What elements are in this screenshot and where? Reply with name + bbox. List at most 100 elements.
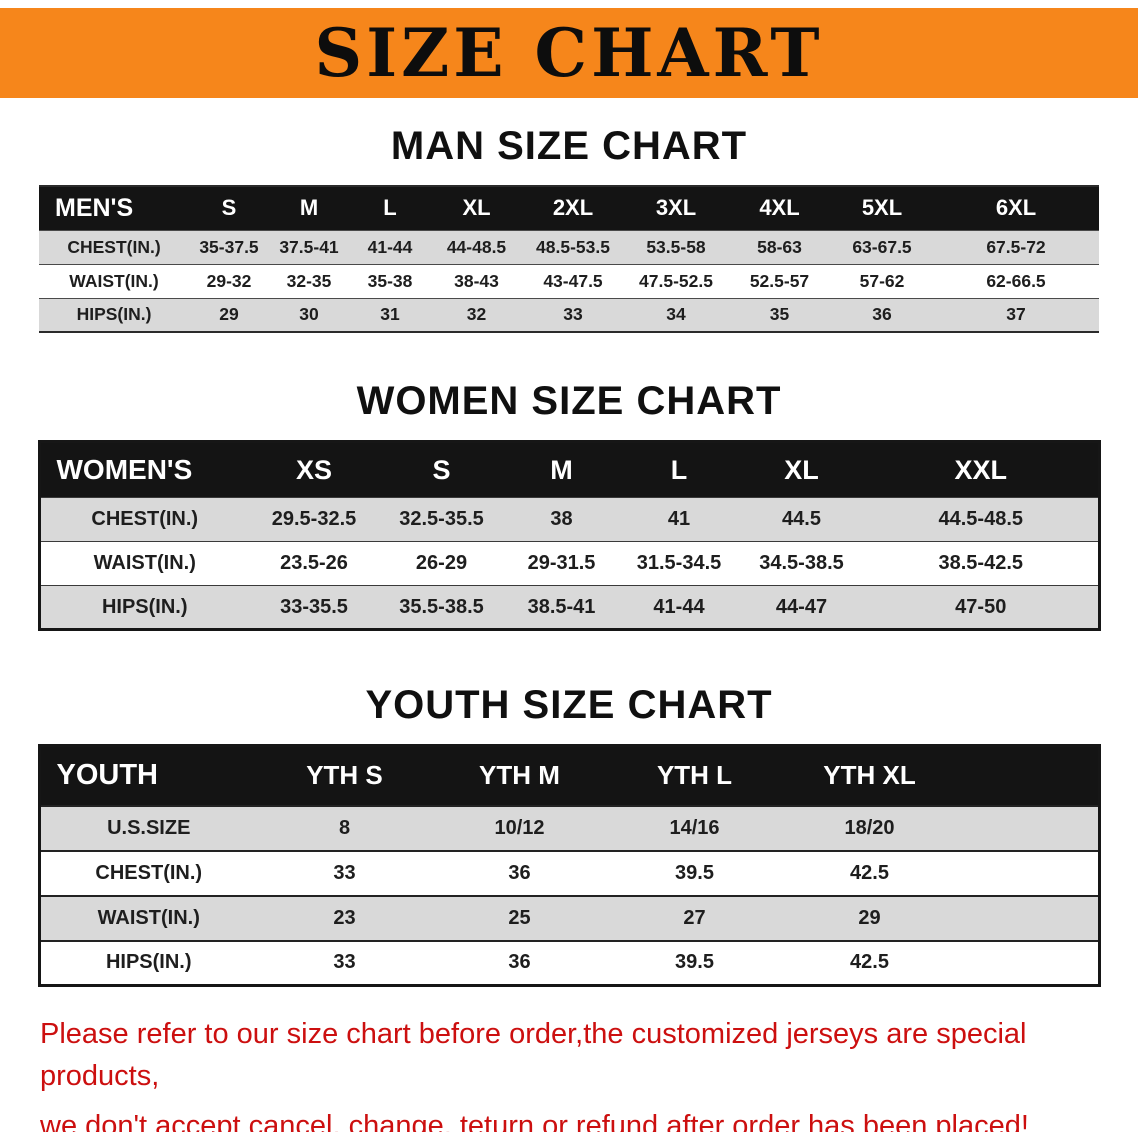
cell: 26-29 [379, 541, 504, 586]
page-title: SIZE CHART [314, 14, 824, 92]
cell: 31.5-34.5 [619, 541, 739, 586]
cell: 41 [619, 497, 739, 542]
women-header-size-m: M [504, 441, 619, 498]
youth-row-chest: CHEST(IN.) 33 36 39.5 42.5 [39, 849, 1099, 896]
spacer-cell [957, 745, 1099, 806]
cell: 47-50 [864, 585, 1099, 630]
cell: 35.5-38.5 [379, 585, 504, 630]
cell: 44-48.5 [431, 229, 522, 264]
cell: 36 [432, 939, 607, 986]
cell: 14/16 [607, 804, 782, 851]
women-header-size-xl: XL [739, 441, 864, 498]
youth-row-waist: WAIST(IN.) 23 25 27 29 [39, 894, 1099, 941]
cell: 38-43 [431, 263, 522, 298]
men-section-heading: MAN SIZE CHART [390, 124, 748, 168]
cell: 36 [432, 849, 607, 896]
youth-header-title: YOUTH [39, 745, 257, 806]
cell: 32 [431, 297, 522, 332]
men-header-size-5xl: 5XL [831, 186, 933, 230]
women-header-size-l: L [619, 441, 739, 498]
cell: 33 [257, 939, 432, 986]
cell: 30 [269, 297, 349, 332]
women-row-chest: CHEST(IN.) 29.5-32.5 32.5-35.5 38 41 44.… [39, 497, 1099, 542]
row-label: U.S.SIZE [39, 804, 257, 851]
cell: 41-44 [349, 229, 431, 264]
men-header-size-4xl: 4XL [728, 186, 831, 230]
footer-note: Please refer to our size chart before or… [40, 1013, 1138, 1132]
cell: 57-62 [831, 263, 933, 298]
cell: 63-67.5 [831, 229, 933, 264]
youth-header-size-s: YTH S [257, 745, 432, 806]
row-label: CHEST(IN.) [39, 229, 189, 264]
cell: 36 [831, 297, 933, 332]
cell: 41-44 [619, 585, 739, 630]
men-header-size-3xl: 3XL [624, 186, 728, 230]
cell: 38.5-41 [504, 585, 619, 630]
cell: 48.5-53.5 [522, 229, 624, 264]
cell: 35-37.5 [189, 229, 269, 264]
cell: 32-35 [269, 263, 349, 298]
cell: 35-38 [349, 263, 431, 298]
youth-header-size-xl: YTH XL [782, 745, 957, 806]
cell: 47.5-52.5 [624, 263, 728, 298]
cell: 29 [189, 297, 269, 332]
row-label: HIPS(IN.) [39, 585, 249, 630]
cell: 44-47 [739, 585, 864, 630]
cell: 62-66.5 [933, 263, 1099, 298]
cell: 58-63 [728, 229, 831, 264]
women-header-row: WOMEN'S XS S M L XL XXL [39, 441, 1099, 498]
cell: 34.5-38.5 [739, 541, 864, 586]
women-header-size-s: S [379, 441, 504, 498]
cell: 44.5 [739, 497, 864, 542]
footer-line2: we don't accept cancel, change, teturn o… [40, 1110, 1029, 1132]
cell: 37 [933, 297, 1099, 332]
cell: 8 [257, 804, 432, 851]
cell: 25 [432, 894, 607, 941]
cell: 33-35.5 [249, 585, 379, 630]
row-label: WAIST(IN.) [39, 541, 249, 586]
spacer-cell [957, 939, 1099, 986]
men-row-waist: WAIST(IN.) 29-32 32-35 35-38 38-43 43-47… [39, 263, 1099, 298]
row-label: CHEST(IN.) [39, 497, 249, 542]
cell: 31 [349, 297, 431, 332]
cell: 29 [782, 894, 957, 941]
cell: 39.5 [607, 849, 782, 896]
cell: 23 [257, 894, 432, 941]
cell: 43-47.5 [522, 263, 624, 298]
youth-header-size-m: YTH M [432, 745, 607, 806]
cell: 35 [728, 297, 831, 332]
women-header-size-xxl: XXL [864, 441, 1099, 498]
cell: 10/12 [432, 804, 607, 851]
row-label: HIPS(IN.) [39, 297, 189, 332]
cell: 39.5 [607, 939, 782, 986]
cell: 33 [257, 849, 432, 896]
cell: 38 [504, 497, 619, 542]
women-row-waist: WAIST(IN.) 23.5-26 26-29 29-31.5 31.5-34… [39, 541, 1099, 586]
men-header-size-m: M [269, 186, 349, 230]
cell: 29.5-32.5 [249, 497, 379, 542]
row-label: WAIST(IN.) [39, 894, 257, 941]
row-label: WAIST(IN.) [39, 263, 189, 298]
youth-section-heading: YOUTH SIZE CHART [365, 683, 773, 727]
cell: 42.5 [782, 849, 957, 896]
spacer-cell [957, 849, 1099, 896]
men-header-size-2xl: 2XL [522, 186, 624, 230]
women-section-heading: WOMEN SIZE CHART [356, 379, 782, 423]
cell: 33 [522, 297, 624, 332]
men-header-size-l: L [349, 186, 431, 230]
youth-size-table: YOUTH YTH S YTH M YTH L YTH XL U.S.SIZE … [37, 744, 1101, 987]
banner: SIZE CHART [0, 8, 1138, 98]
cell: 34 [624, 297, 728, 332]
cell: 23.5-26 [249, 541, 379, 586]
youth-row-hips: HIPS(IN.) 33 36 39.5 42.5 [39, 939, 1099, 986]
men-header-row: MEN'S S M L XL 2XL 3XL 4XL 5XL 6XL [39, 186, 1099, 230]
men-row-chest: CHEST(IN.) 35-37.5 37.5-41 41-44 44-48.5… [39, 229, 1099, 264]
women-row-hips: HIPS(IN.) 33-35.5 35.5-38.5 38.5-41 41-4… [39, 585, 1099, 630]
cell: 38.5-42.5 [864, 541, 1099, 586]
cell: 67.5-72 [933, 229, 1099, 264]
spacer-cell [957, 894, 1099, 941]
cell: 44.5-48.5 [864, 497, 1099, 542]
footer-line1: Please refer to our size chart before or… [40, 1018, 1027, 1093]
row-label: HIPS(IN.) [39, 939, 257, 986]
